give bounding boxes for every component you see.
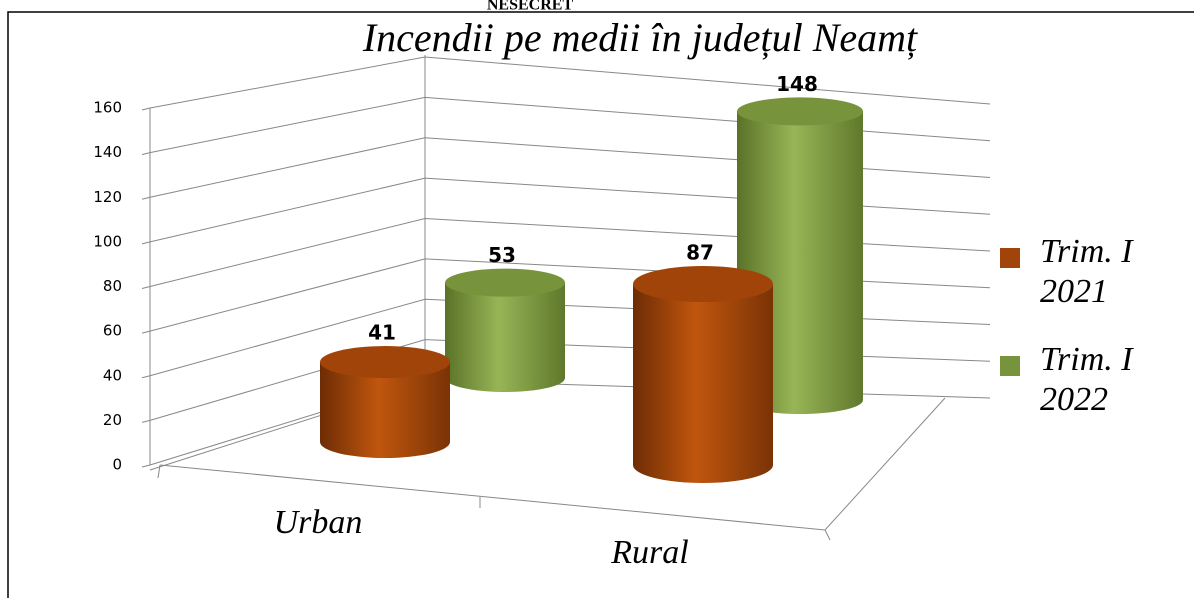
grid-line bbox=[149, 137, 991, 198]
frame bbox=[7, 11, 1194, 598]
tick-mark bbox=[141, 152, 151, 156]
y-tick-label: 140 bbox=[93, 143, 122, 161]
value-label: 41 bbox=[368, 321, 396, 345]
value-label: 53 bbox=[488, 243, 516, 267]
grid-line bbox=[149, 339, 991, 421]
y-tick-label: 40 bbox=[103, 366, 122, 384]
chart-title: Incendii pe medii în județul Neamț bbox=[362, 15, 918, 60]
grid-line bbox=[149, 217, 991, 287]
tick-mark bbox=[141, 464, 151, 468]
grid-line bbox=[149, 96, 991, 154]
x-tick-label: Urban bbox=[274, 504, 363, 541]
tick-mark bbox=[141, 419, 151, 423]
value-label: 148 bbox=[776, 72, 818, 96]
grid-line bbox=[149, 177, 991, 243]
grid-line bbox=[149, 298, 991, 377]
value-label: 87 bbox=[686, 241, 714, 265]
legend-swatch bbox=[1000, 356, 1020, 376]
legend-label: Trim. I 2021 bbox=[1040, 233, 1133, 310]
y-tick-label: 80 bbox=[103, 277, 122, 295]
cylinder bbox=[445, 268, 565, 392]
cylinder bbox=[320, 346, 450, 458]
tick-mark bbox=[141, 375, 151, 379]
tick-mark bbox=[141, 330, 151, 334]
tick-mark bbox=[141, 196, 151, 200]
cylinder-body bbox=[633, 284, 773, 483]
y-tick-label: 0 bbox=[112, 456, 122, 474]
tick-mark bbox=[141, 241, 151, 245]
cylinder-top bbox=[633, 266, 773, 303]
x-tick-label: Rural bbox=[610, 534, 688, 571]
legend-swatch bbox=[1000, 248, 1020, 268]
grid-line bbox=[149, 56, 991, 109]
cylinder bbox=[633, 266, 773, 483]
tick-mark bbox=[141, 107, 151, 111]
legend-label: Trim. I 2022 bbox=[1040, 341, 1133, 418]
grid-line bbox=[149, 379, 991, 466]
grid-line bbox=[149, 258, 991, 332]
y-tick-label: 20 bbox=[103, 411, 122, 429]
cylinder-body bbox=[320, 362, 450, 458]
cylinder-top bbox=[737, 97, 863, 126]
tick-mark bbox=[141, 286, 151, 289]
cylinder-top bbox=[320, 346, 450, 379]
y-tick-label: 160 bbox=[93, 99, 122, 117]
y-tick-label: 100 bbox=[93, 232, 122, 250]
cylinder-top bbox=[445, 268, 565, 297]
header: NESECRET bbox=[487, 0, 574, 14]
cylinder-body bbox=[445, 282, 565, 392]
y-tick-label: 120 bbox=[93, 188, 122, 206]
y-tick-label: 60 bbox=[103, 322, 122, 340]
